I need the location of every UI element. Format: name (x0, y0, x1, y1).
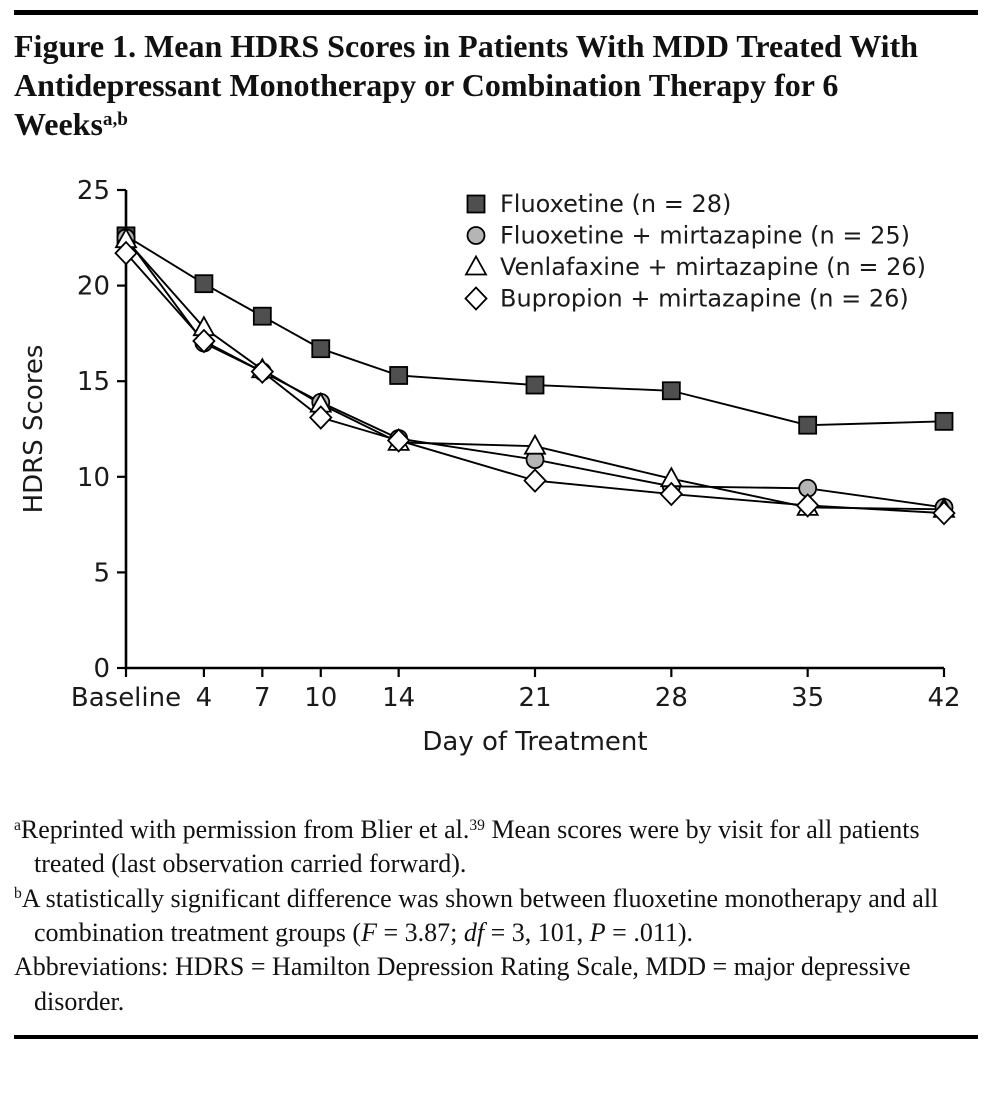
footnote-b-text2: = 3.87; (376, 918, 464, 948)
diamond-marker (932, 500, 956, 526)
diamond-marker (795, 493, 820, 518)
diamond-marker (250, 359, 275, 385)
x-tick-label: 21 (518, 683, 551, 713)
figure-title-text: Figure 1. Mean HDRS Scores in Patients W… (14, 28, 919, 143)
chart-area: 0 5 10 15 20 25 Baseline 4 7 10 14 21 28 35 42 HDRS Sco… (14, 168, 978, 769)
footnote-a-marker: a (14, 816, 21, 834)
footnote-a-reference: 39 (469, 816, 485, 834)
legend-item-fluoxetine-n-28: Fluoxetine (n = 28) (466, 190, 731, 218)
diamond-marker (192, 328, 216, 354)
footnote-b-text: A statistically significant difference w… (21, 883, 939, 948)
circle-marker (466, 226, 486, 245)
square-marker (252, 306, 272, 326)
diamond-marker (386, 428, 411, 453)
diamond-marker (309, 405, 333, 430)
legend-item-bupropion-mirtazapine-n-26: Bupropion + mirtazapine (n = 26) (464, 285, 909, 313)
stat-p-symbol: P (589, 918, 606, 948)
x-tick-label: 10 (304, 683, 337, 713)
y-tick-label: 0 (93, 654, 110, 684)
legend-label: Bupropion + mirtazapine (n = 26) (500, 285, 909, 313)
legend-label: Fluoxetine + mirtazapine (n = 25) (500, 222, 910, 250)
legend-label: Fluoxetine (n = 28) (500, 190, 731, 218)
footnote-b: bA statistically significant difference … (14, 882, 972, 951)
square-marker (661, 381, 681, 401)
square-marker (466, 194, 486, 214)
x-tick-label: 4 (196, 683, 213, 713)
top-rule (14, 10, 978, 15)
y-tick-label: 10 (77, 463, 110, 493)
figure-title-superscript: a,b (102, 108, 128, 130)
x-tick-label: 28 (655, 683, 688, 713)
abbreviations-note: Abbreviations: HDRS = Hamilton Depressio… (14, 950, 972, 1019)
footnote-a-text2: Mean scores were by visit for all patien… (34, 815, 920, 879)
x-tick-label: 35 (791, 683, 824, 713)
y-tick-label: 5 (93, 558, 110, 588)
x-tick-label: 14 (382, 683, 415, 713)
square-marker (389, 366, 409, 385)
triangle-marker (523, 433, 547, 455)
axes: 0 5 10 15 20 25 Baseline 4 7 10 14 21 28 35 42 (71, 176, 961, 713)
diamond-marker (114, 240, 138, 266)
x-tick-label: 7 (254, 683, 271, 713)
legend-label: Venlafaxine + mirtazapine (n = 26) (500, 253, 926, 281)
stat-f-symbol: F (361, 918, 377, 948)
x-axis-title: Day of Treatment (422, 727, 647, 757)
legend-item-venlafaxine-mirtazapine-n-26: Venlafaxine + mirtazapine (n = 26) (464, 253, 926, 281)
footnotes: aReprinted with permission from Blier et… (14, 813, 972, 1019)
square-marker (525, 375, 545, 395)
footnote-a-text: Reprinted with permission from Blier et … (20, 815, 470, 845)
square-marker (798, 415, 818, 435)
triangle-marker (464, 254, 488, 276)
diamond-marker (523, 468, 547, 494)
hdrs-line-chart: 0 5 10 15 20 25 Baseline 4 7 10 14 21 28 35 42 HDRS Sco… (19, 176, 961, 757)
abbreviations-text: Abbreviations: HDRS = Hamilton Depressio… (14, 952, 911, 1016)
x-tick-label: Baseline (71, 683, 181, 713)
footnote-b-text3: = 3, 101, (484, 918, 590, 948)
series-markers-bupropion-mirtazapine-n-26 (114, 240, 956, 526)
diamond-marker (464, 286, 488, 311)
square-marker (311, 339, 331, 359)
y-tick-label: 15 (77, 367, 110, 397)
footnote-a: aReprinted with permission from Blier et… (14, 813, 972, 882)
figure-title: Figure 1. Mean HDRS Scores in Patients W… (14, 27, 924, 144)
footnote-b-marker: b (14, 885, 22, 903)
bottom-rule (14, 1034, 978, 1039)
stat-df-symbol: df (463, 918, 485, 948)
legend: Fluoxetine (n = 28) Fluoxetine + mirtazap… (464, 190, 926, 313)
legend-item-fluoxetine-mirtazapine-n-25: Fluoxetine + mirtazapine (n = 25) (466, 222, 910, 250)
y-axis-title: HDRS Scores (19, 345, 49, 514)
x-tick-label: 42 (927, 683, 960, 713)
y-tick-label: 20 (77, 272, 110, 302)
square-marker (194, 274, 214, 294)
diamond-marker (659, 481, 684, 507)
footnote-b-text4: = .011). (605, 918, 694, 948)
y-tick-label: 25 (77, 176, 110, 206)
square-marker (934, 412, 954, 431)
